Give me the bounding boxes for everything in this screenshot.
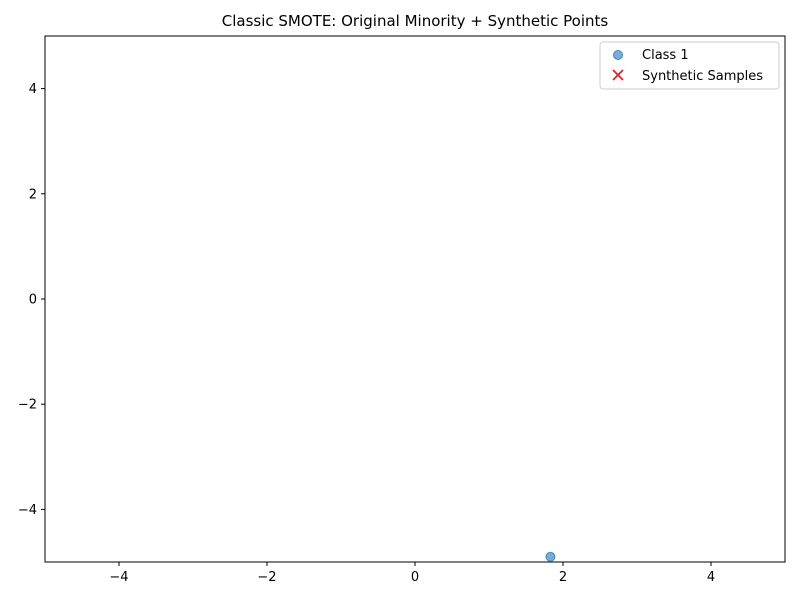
legend-label-class-1: Class 1 [642,48,689,63]
legend-marker-class-1 [613,50,623,60]
legend-label-synthetic-samples: Synthetic Samples [642,69,763,84]
y-tick-label: −4 [18,503,37,518]
x-axis: −4 −2 0 2 4 [109,562,715,585]
y-tick-label: −2 [18,398,37,413]
x-tick-label: 2 [559,570,567,585]
chart-title: Classic SMOTE: Original Minority + Synth… [222,12,609,30]
y-axis: −4 −2 0 2 4 [18,82,45,518]
legend-box [599,41,780,90]
x-tick-label: 4 [707,570,715,585]
legend: Class 1 Synthetic Samples [599,41,780,90]
x-tick-label: −2 [257,570,276,585]
data-point [545,551,556,562]
y-tick-label: 0 [29,293,37,308]
plot-frame [44,35,786,563]
data-points [545,551,556,562]
y-tick-label: 2 [29,187,37,202]
y-tick-label: 4 [29,82,37,97]
x-tick-label: 0 [411,570,419,585]
legend-marker-synthetic-samples [612,69,624,81]
x-tick-label: −4 [109,570,128,585]
